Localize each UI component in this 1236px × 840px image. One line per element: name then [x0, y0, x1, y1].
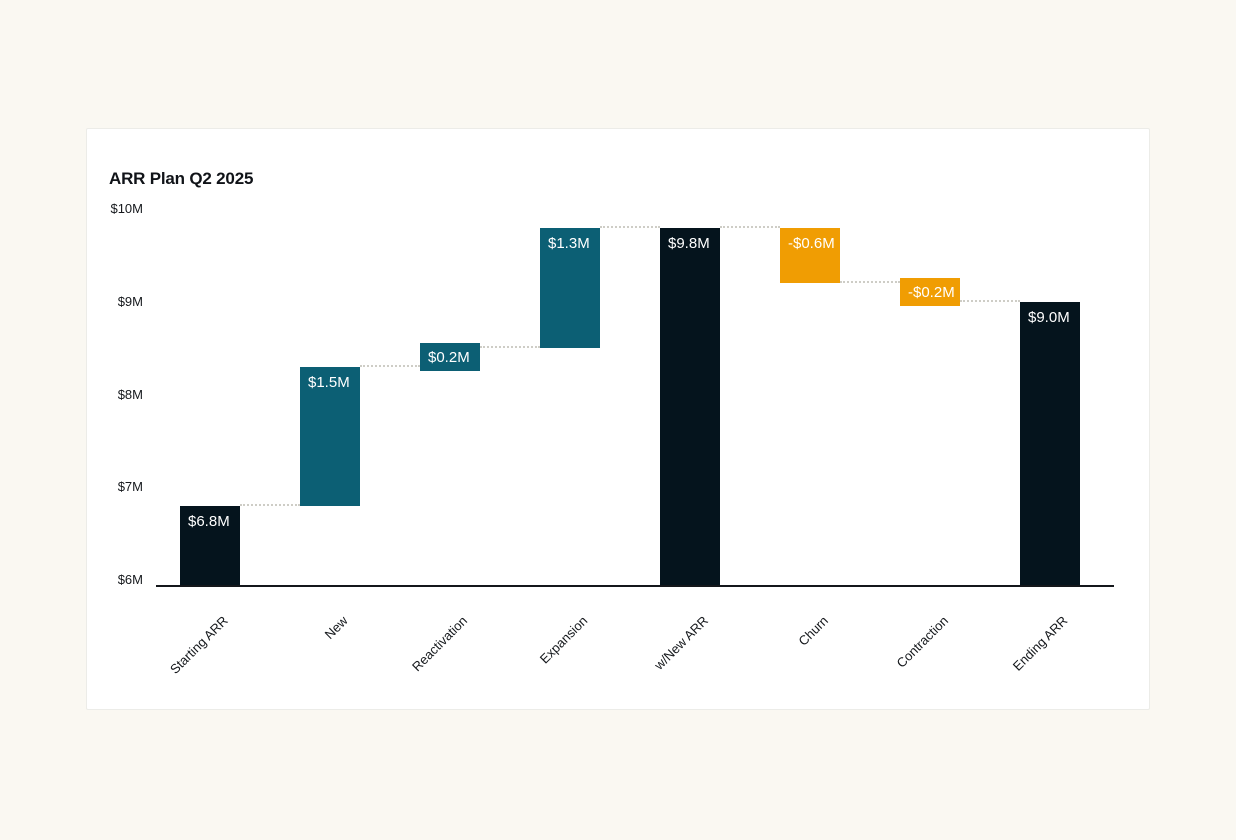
x-axis-category-label: New: [321, 613, 351, 643]
y-axis-tick-label: $10M: [110, 201, 143, 216]
waterfall-bar-starting-arr[interactable]: $6.8M: [180, 505, 240, 585]
waterfall-bar-reactivation[interactable]: $0.2M: [420, 343, 480, 372]
y-axis-tick-label: $8M: [117, 386, 143, 402]
connector-line: [480, 346, 540, 349]
waterfall-bar-churn[interactable]: -$0.6M: [780, 227, 840, 284]
connector-line: [600, 225, 660, 228]
bar-value-label: -$0.6M: [788, 234, 835, 252]
waterfall-bar-contraction[interactable]: -$0.2M: [900, 278, 960, 307]
bar-value-label: $0.2M: [428, 348, 470, 366]
y-axis-tick-label: $7M: [117, 479, 143, 495]
connector-line: [720, 225, 780, 228]
bar-value-label: $9.8M: [668, 234, 710, 252]
waterfall-chart: $6M $7M $8M $9M $10M $6.8M Starting ARR $1.5M Ne…: [87, 129, 1151, 711]
x-axis-category-label: Churn: [794, 613, 831, 649]
arr-chart-card: ARR Plan Q2 2025 $6M $7M $8M $9M $10M $6.8M St…: [86, 128, 1150, 710]
y-axis-tick-label: $9M: [117, 293, 143, 309]
y-axis-tick-label: $6M: [117, 572, 143, 587]
x-axis-category-label: Ending ARR: [1009, 613, 1071, 674]
connector-line: [840, 281, 900, 284]
waterfall-bar-ending-arr[interactable]: $9.0M: [1020, 301, 1080, 585]
bar-value-label: $1.3M: [548, 234, 590, 252]
x-axis-category-label: Contraction: [892, 613, 951, 671]
bar-value-label: $6.8M: [188, 512, 230, 530]
x-axis-category-label: Reactivation: [409, 613, 471, 675]
bar-value-label: $1.5M: [308, 373, 350, 391]
x-axis-category-label: w/New ARR: [650, 613, 711, 673]
x-axis-line: [156, 585, 1114, 587]
chart-title: ARR Plan Q2 2025: [109, 169, 254, 189]
x-axis-category-label: Starting ARR: [166, 613, 231, 677]
bar-value-label: -$0.2M: [908, 283, 955, 301]
waterfall-bar-w-new-arr[interactable]: $9.8M: [660, 227, 720, 585]
waterfall-bar-new[interactable]: $1.5M: [300, 366, 360, 506]
bar-value-label: $9.0M: [1028, 308, 1070, 326]
connector-line: [960, 299, 1020, 302]
waterfall-bar-expansion[interactable]: $1.3M: [540, 227, 600, 349]
connector-line: [360, 364, 420, 367]
x-axis-category-label: Expansion: [537, 613, 591, 667]
connector-line: [240, 503, 300, 506]
